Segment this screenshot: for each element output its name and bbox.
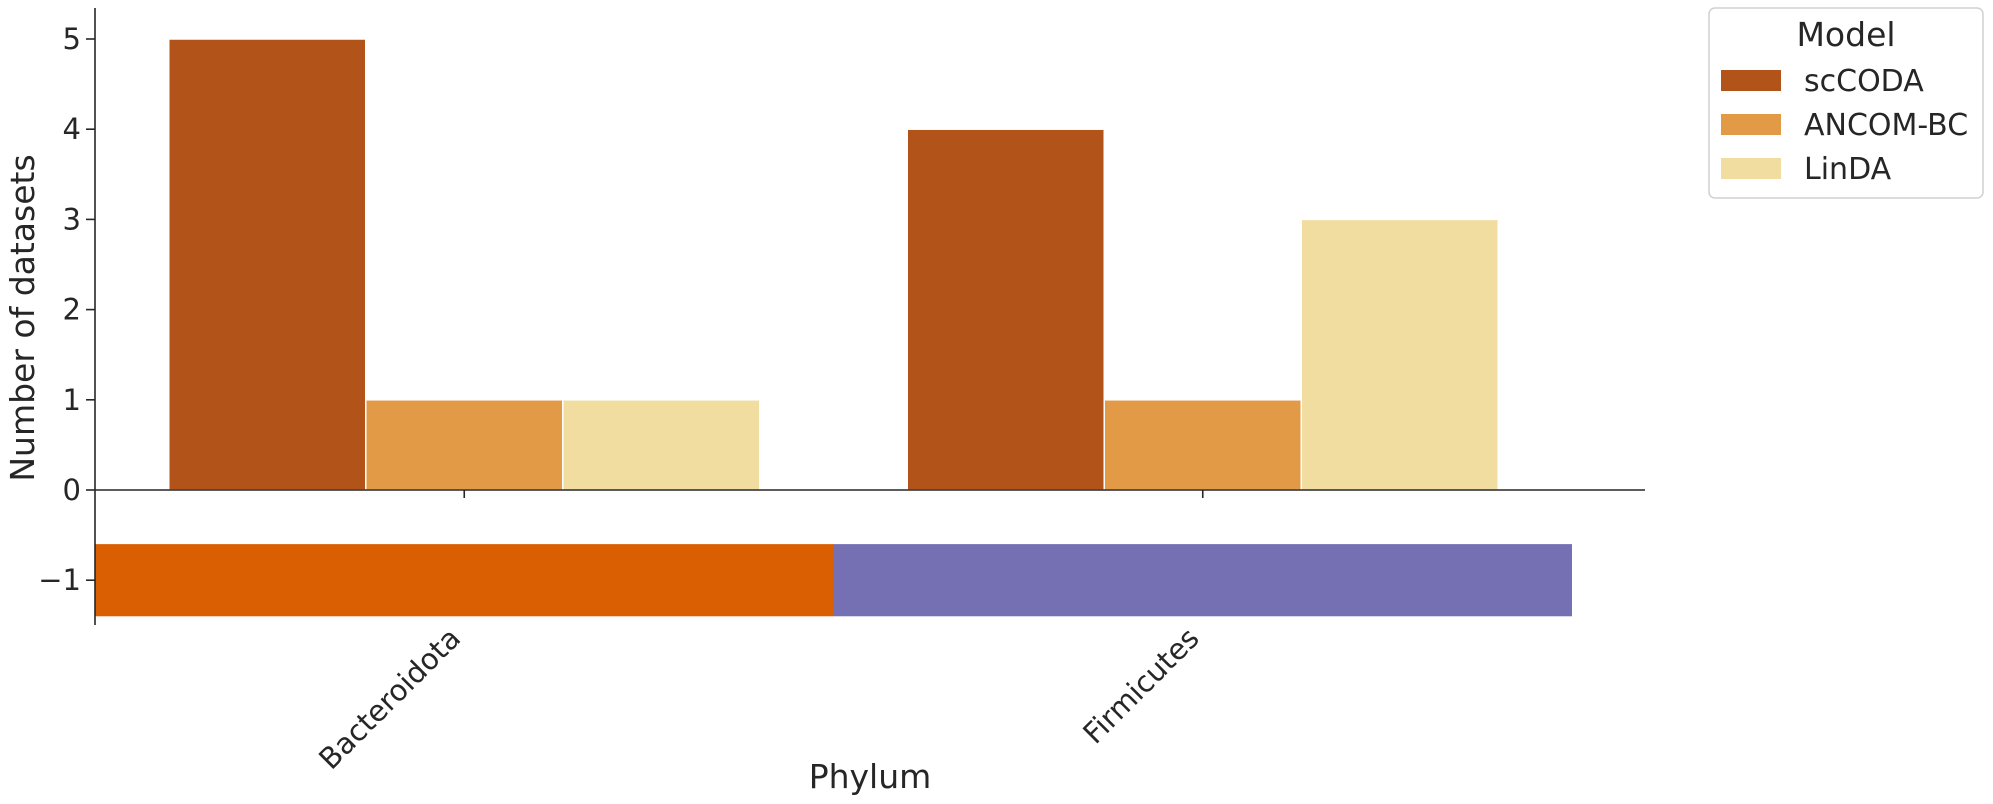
- y-ticks: −1 0 1 2 3 4 5: [38, 22, 95, 597]
- y-tick-label: 3: [63, 202, 81, 236]
- x-tick-label-firmicutes: Firmicutes: [1076, 621, 1205, 750]
- legend-swatch-sccoda: [1721, 70, 1781, 91]
- x-tick-label-bacteroidota: Bacteroidota: [312, 621, 467, 776]
- legend-items: scCODA ANCOM-BC LinDA: [1721, 64, 1968, 187]
- y-tick-label: 5: [63, 22, 81, 56]
- legend-title: Model: [1796, 15, 1895, 54]
- legend-label-sccoda: scCODA: [1804, 64, 1924, 99]
- bar-ancom-bc-bacteroidota: [365, 399, 564, 491]
- y-tick-label: 0: [63, 473, 81, 507]
- bar-sccoda-firmicutes: [906, 128, 1105, 491]
- x-axis-title: Phylum: [809, 757, 932, 796]
- legend-frame: [1708, 7, 1984, 199]
- y-tick-label: 4: [63, 112, 81, 146]
- y-tick-label: −1: [38, 563, 81, 597]
- category-band-firmicutes: [833, 544, 1572, 617]
- legend-swatch-ancom-bc: [1721, 114, 1781, 135]
- y-tick-label: 2: [63, 293, 81, 327]
- legend-swatch-linda: [1721, 158, 1781, 179]
- y-tick-label: 1: [63, 383, 81, 417]
- bar-ancom-bc-firmicutes: [1103, 399, 1302, 491]
- bar-sccoda-bacteroidota: [168, 38, 367, 491]
- category-band-bacteroidota: [95, 544, 834, 617]
- x-ticks: Bacteroidota Firmicutes: [312, 490, 1206, 776]
- bar-layer: [168, 38, 1499, 491]
- y-axis-title: Number of datasets: [3, 154, 42, 481]
- axis-layer: [94, 8, 1645, 625]
- category-band-layer: [95, 544, 1572, 617]
- legend-label-ancom-bc: ANCOM-BC: [1804, 108, 1968, 143]
- bar-linda-firmicutes: [1300, 218, 1499, 491]
- bar-linda-bacteroidota: [562, 399, 761, 491]
- legend: Model scCODA ANCOM-BC LinDA: [1708, 7, 1984, 199]
- legend-label-linda: LinDA: [1804, 152, 1892, 187]
